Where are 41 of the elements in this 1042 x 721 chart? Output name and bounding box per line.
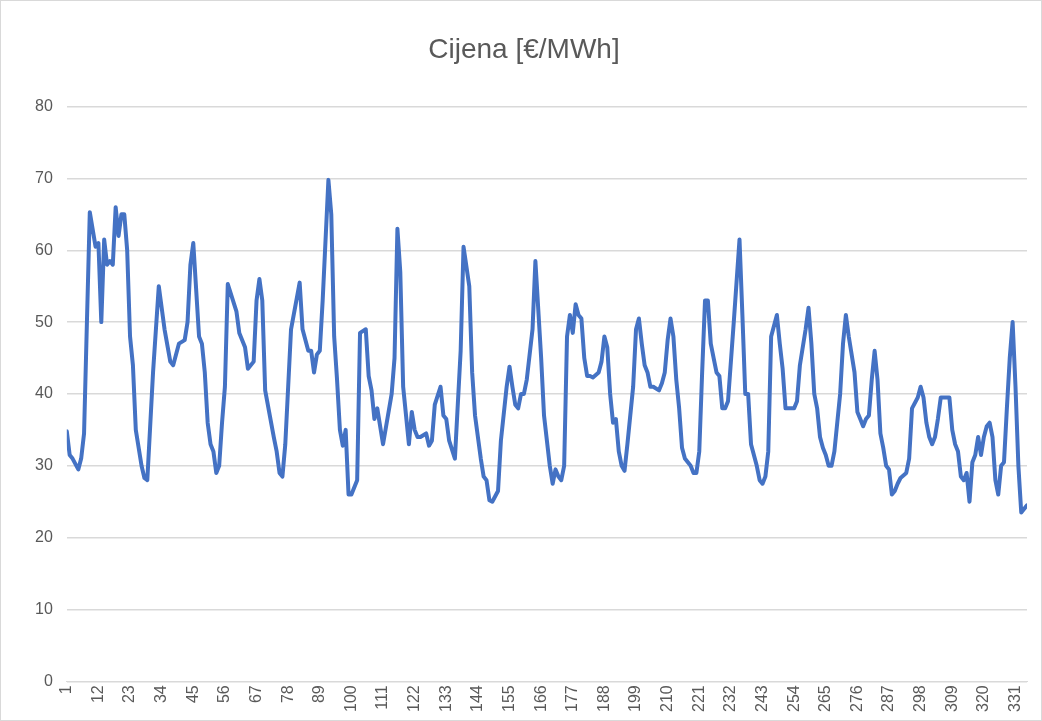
- y-tick-label: 50: [35, 312, 53, 330]
- x-tick-label: 34: [152, 685, 170, 704]
- y-tick-label: 70: [35, 168, 53, 186]
- x-tick-label: 177: [563, 685, 581, 713]
- x-tick-label: 254: [784, 685, 802, 713]
- x-tick-label: 23: [120, 685, 138, 704]
- x-tick-label: 12: [88, 685, 106, 704]
- x-tick-label: 56: [215, 685, 233, 704]
- x-tick-label: 287: [879, 685, 897, 713]
- x-tick-label: 320: [974, 685, 992, 713]
- x-tick-label: 166: [531, 685, 549, 713]
- x-tick-label: 331: [1005, 685, 1023, 713]
- y-tick-label: 0: [43, 671, 53, 689]
- y-tick-label: 20: [35, 528, 53, 546]
- y-tick-label: 10: [35, 599, 53, 617]
- x-tick-label: 144: [468, 685, 486, 713]
- x-tick-label: 265: [816, 685, 834, 713]
- y-tick-label: 30: [35, 456, 53, 474]
- x-tick-label: 199: [626, 685, 644, 713]
- x-tick-label: 67: [246, 685, 264, 704]
- x-tick-label: 188: [594, 685, 612, 713]
- x-tick-label: 221: [689, 685, 707, 713]
- x-tick-label: 122: [405, 685, 423, 713]
- x-tick-label: 232: [721, 685, 739, 713]
- x-tick-label: 298: [911, 685, 929, 713]
- y-tick-label: 40: [35, 384, 53, 402]
- x-tick-label: 45: [183, 685, 201, 704]
- x-tick-label: 243: [752, 685, 770, 713]
- x-tick-label: 111: [373, 685, 391, 710]
- x-tick-label: 210: [658, 685, 676, 713]
- x-tick-label: 276: [847, 685, 865, 713]
- x-tick-label: 133: [436, 685, 454, 713]
- y-tick-label: 60: [35, 240, 53, 258]
- x-tick-label: 100: [341, 685, 359, 713]
- y-tick-label: 80: [35, 97, 53, 115]
- x-tick-label: 1: [57, 685, 75, 695]
- chart-title: Cijena [€/MWh]: [428, 32, 620, 64]
- x-tick-label: 78: [278, 685, 296, 704]
- x-tick-label: 155: [499, 685, 517, 713]
- x-tick-label: 309: [942, 685, 960, 713]
- x-tick-label: 89: [310, 685, 328, 704]
